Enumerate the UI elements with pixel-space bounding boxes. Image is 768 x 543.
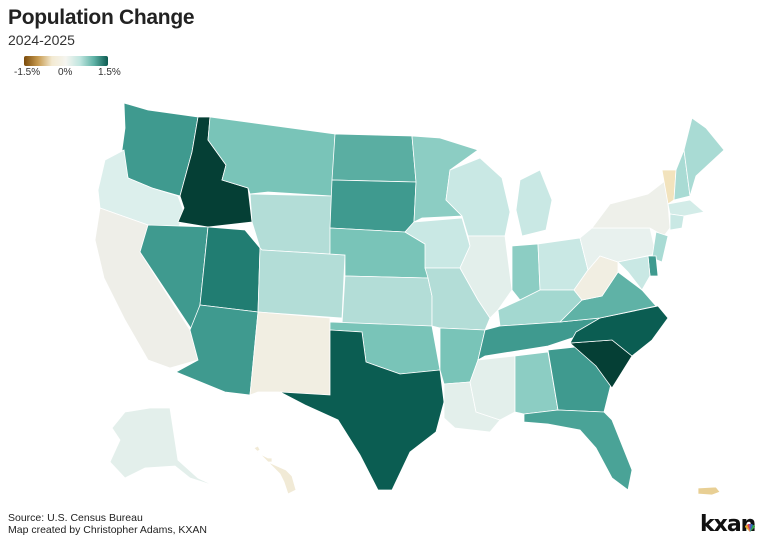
- legend-mid-label: 0%: [58, 67, 73, 78]
- state-CT[interactable]: [669, 213, 685, 231]
- state-IL[interactable]: [459, 235, 513, 319]
- state-HI[interactable]: [253, 445, 297, 495]
- legend-labels: -1.5% 0% 1.5%: [14, 67, 121, 79]
- source-text: Source: U.S. Census Bureau: [8, 512, 143, 524]
- kxan-logo: kxan: [700, 512, 756, 537]
- state-UT[interactable]: [199, 226, 261, 313]
- territory-PR[interactable]: [697, 486, 721, 496]
- credit-text: Map created by Christopher Adams, KXAN: [8, 524, 208, 536]
- legend-gradient-bar: [24, 56, 108, 66]
- map-subtitle: 2024-2025: [8, 32, 75, 48]
- state-TX[interactable]: [279, 329, 445, 491]
- state-WY[interactable]: [249, 193, 333, 255]
- state-MA[interactable]: [667, 199, 705, 217]
- legend-max-label: 1.5%: [98, 67, 121, 78]
- map-title: Population Change: [8, 6, 195, 29]
- state-MS[interactable]: [469, 355, 516, 421]
- state-MD[interactable]: [617, 255, 651, 291]
- state-ND[interactable]: [331, 133, 417, 183]
- state-NM[interactable]: [249, 311, 331, 396]
- state-SD[interactable]: [329, 179, 417, 233]
- state-NY[interactable]: [591, 179, 671, 237]
- legend-min-label: -1.5%: [14, 67, 41, 78]
- state-AK[interactable]: [109, 407, 216, 487]
- nbc-peacock-icon: [745, 524, 755, 532]
- state-NJ[interactable]: [651, 231, 669, 263]
- color-legend: -1.5% 0% 1.5%: [14, 56, 121, 79]
- state-KS[interactable]: [341, 275, 433, 327]
- state-FL[interactable]: [523, 409, 633, 491]
- state-MI[interactable]: [515, 169, 553, 237]
- state-IN[interactable]: [511, 243, 541, 301]
- state-ME[interactable]: [683, 117, 725, 197]
- state-CO[interactable]: [257, 247, 346, 319]
- footer-attribution: Source: U.S. Census Bureau Map created b…: [8, 512, 207, 536]
